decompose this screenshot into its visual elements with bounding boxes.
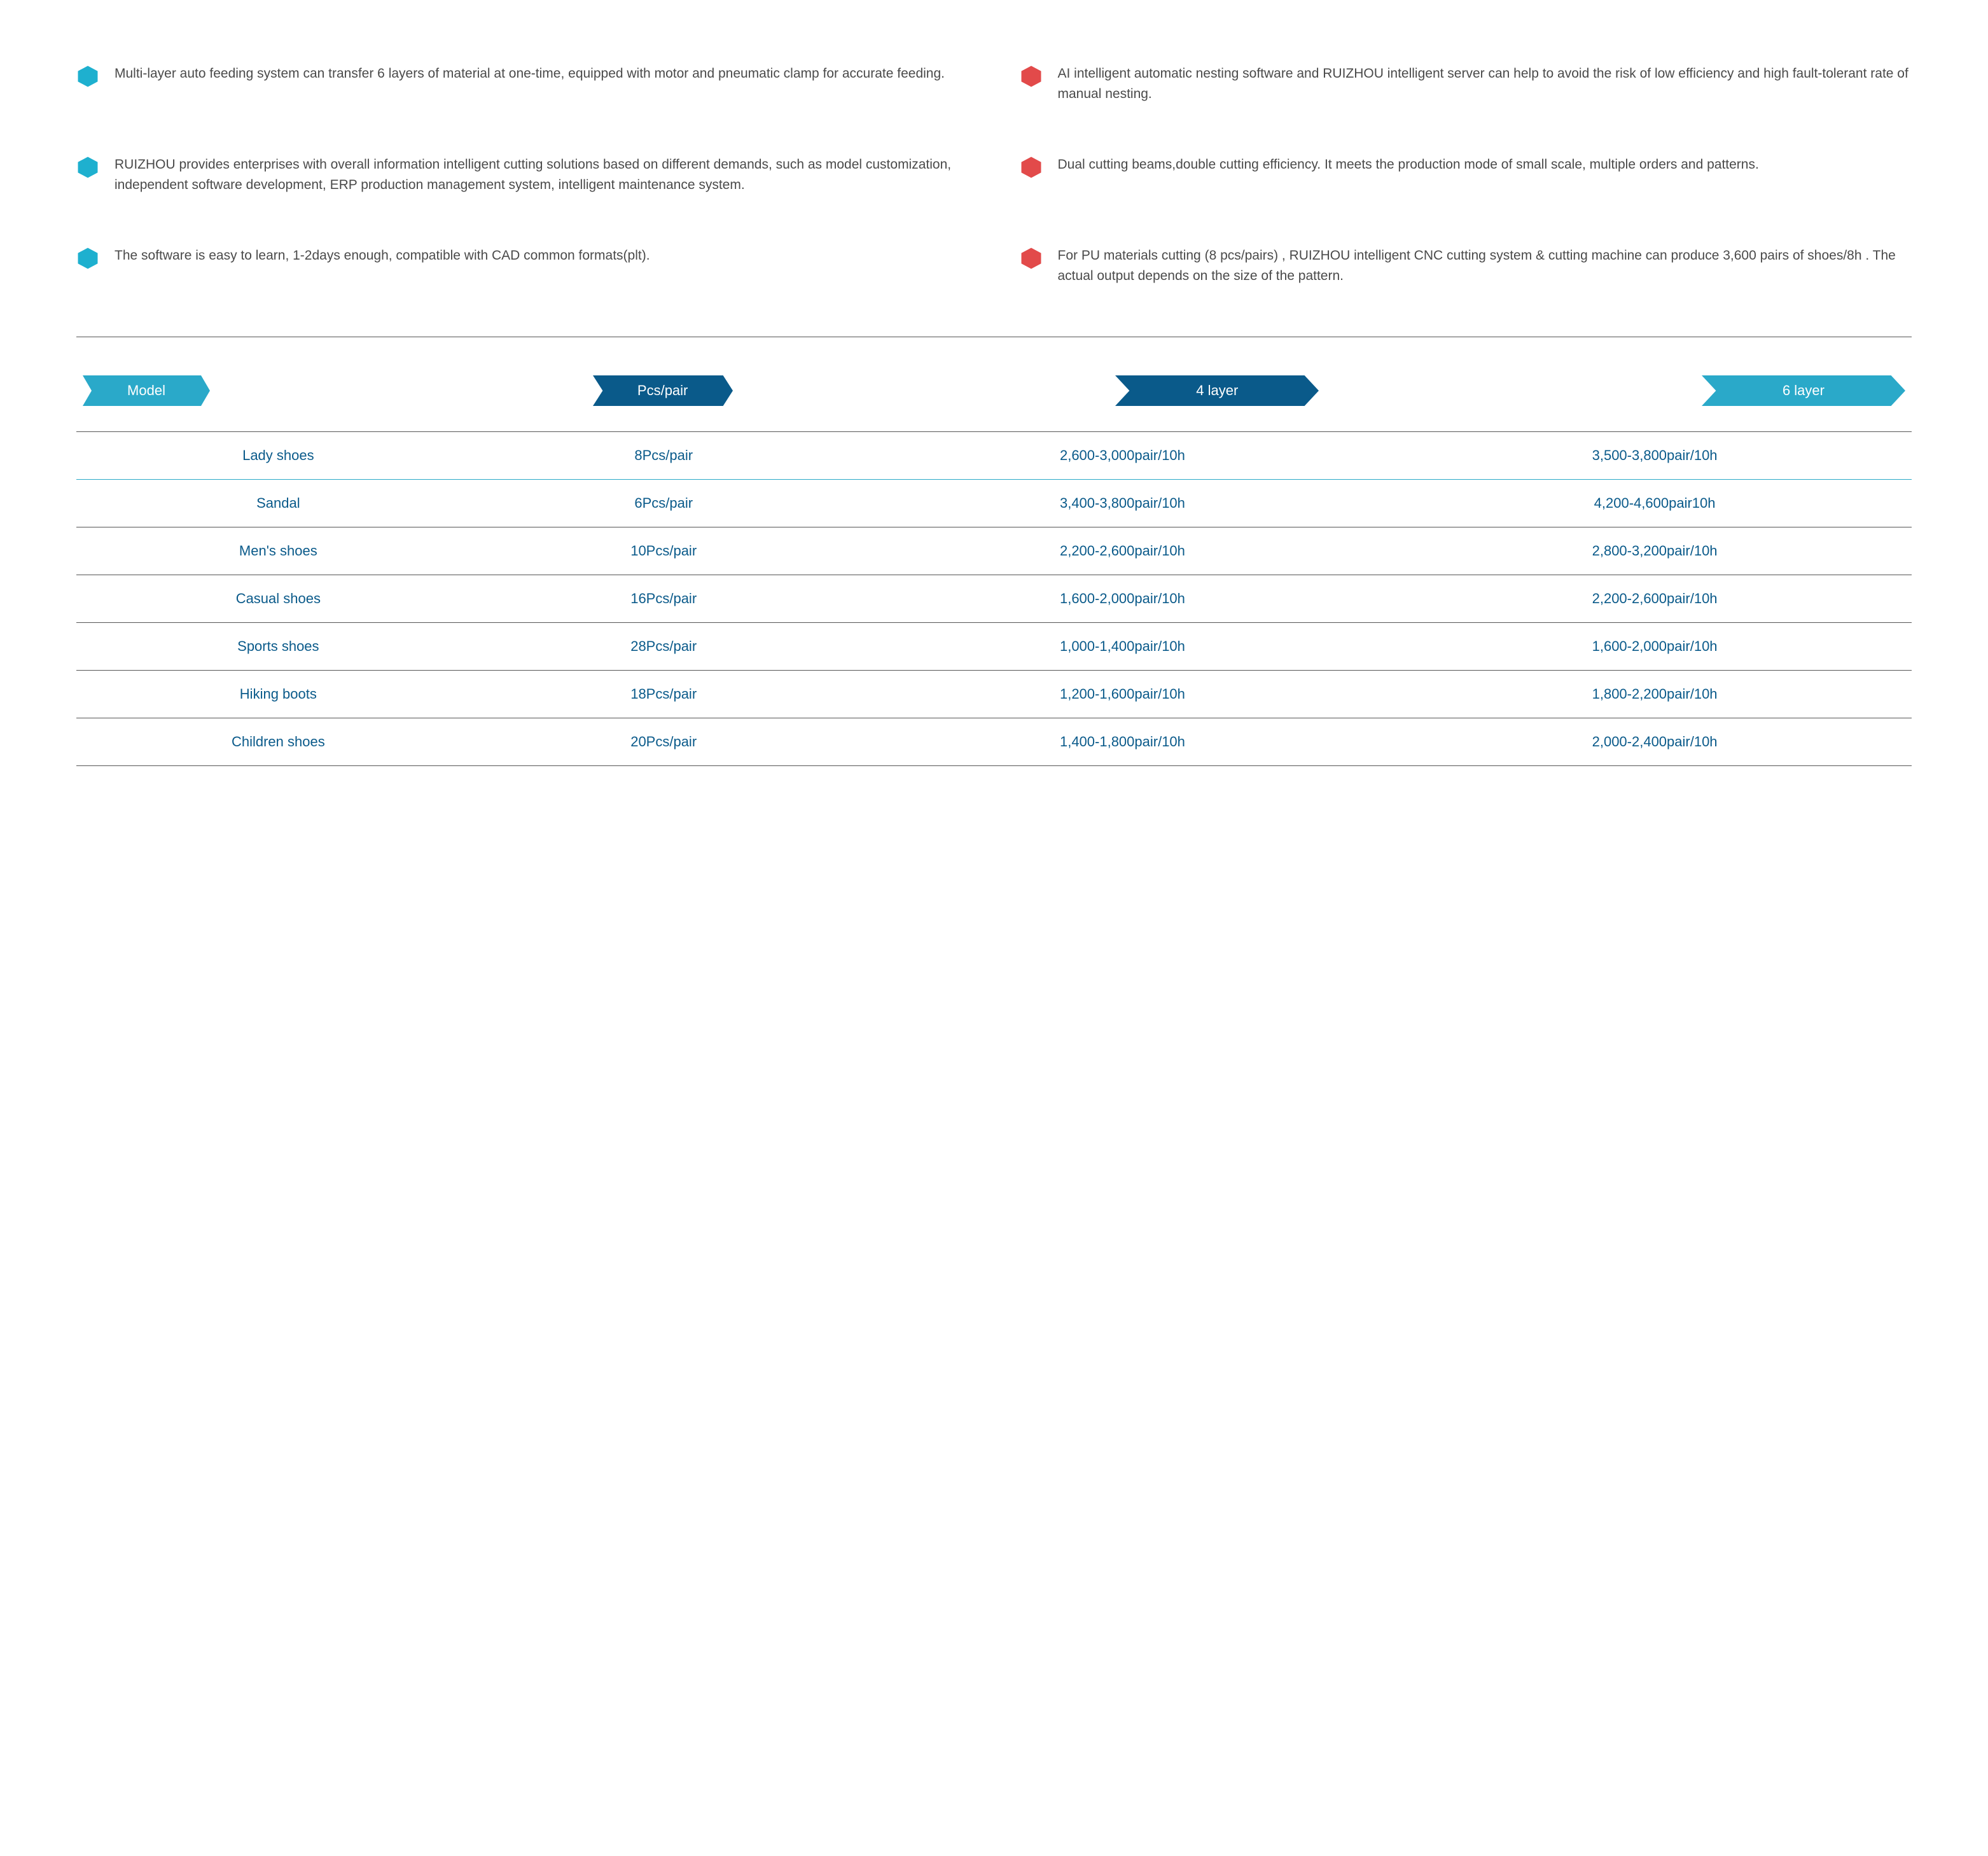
table-cell: 10Pcs/pair xyxy=(480,543,847,559)
table-row: Sports shoes28Pcs/pair1,000-1,400pair/10… xyxy=(76,623,1912,671)
table-header-chip: Model xyxy=(83,375,210,406)
feature-item: Multi-layer auto feeding system can tran… xyxy=(76,64,969,104)
features-grid: Multi-layer auto feeding system can tran… xyxy=(76,64,1912,286)
table-cell: 16Pcs/pair xyxy=(480,590,847,607)
table-cell: 3,500-3,800pair/10h xyxy=(1398,447,1912,464)
table-cell: 1,400-1,800pair/10h xyxy=(847,734,1398,750)
table-cell: 1,600-2,000pair/10h xyxy=(847,590,1398,607)
table-cell: 3,400-3,800pair/10h xyxy=(847,495,1398,512)
table-header-chip: 6 layer xyxy=(1702,375,1905,406)
table-cell: 6Pcs/pair xyxy=(480,495,847,512)
feature-item: The software is easy to learn, 1-2days e… xyxy=(76,246,969,286)
feature-text: Multi-layer auto feeding system can tran… xyxy=(115,64,945,84)
table-row: Sandal6Pcs/pair3,400-3,800pair/10h4,200-… xyxy=(76,480,1912,527)
table-cell: 2,200-2,600pair/10h xyxy=(1398,590,1912,607)
table-header-chip: Pcs/pair xyxy=(593,375,733,406)
table-cell: 2,600-3,000pair/10h xyxy=(847,447,1398,464)
feature-item: Dual cutting beams,double cutting effici… xyxy=(1020,155,1912,195)
table-cell: 1,200-1,600pair/10h xyxy=(847,686,1398,702)
table-header-row: Model Pcs/pair 4 layer 6 layer xyxy=(76,375,1912,406)
table-header-label: Pcs/pair xyxy=(637,382,688,399)
feature-item: RUIZHOU provides enterprises with overal… xyxy=(76,155,969,195)
table-cell: 2,800-3,200pair/10h xyxy=(1398,543,1912,559)
feature-text: AI intelligent automatic nesting softwar… xyxy=(1058,64,1912,104)
table-row: Men's shoes10Pcs/pair2,200-2,600pair/10h… xyxy=(76,527,1912,575)
feature-item: For PU materials cutting (8 pcs/pairs) ,… xyxy=(1020,246,1912,286)
table-cell: 18Pcs/pair xyxy=(480,686,847,702)
table-row: Children shoes20Pcs/pair1,400-1,800pair/… xyxy=(76,718,1912,766)
hexagon-icon xyxy=(76,65,99,88)
hexagon-icon xyxy=(1020,247,1043,270)
hexagon-icon xyxy=(1020,65,1043,88)
feature-text: RUIZHOU provides enterprises with overal… xyxy=(115,155,969,195)
feature-item: AI intelligent automatic nesting softwar… xyxy=(1020,64,1912,104)
table-header-chip: 4 layer xyxy=(1115,375,1319,406)
table-header-label: 4 layer xyxy=(1196,382,1238,399)
hexagon-icon xyxy=(1020,156,1043,179)
table-cell: Sports shoes xyxy=(76,638,480,655)
table-body: Lady shoes8Pcs/pair2,600-3,000pair/10h3,… xyxy=(76,431,1912,766)
table-row: Lady shoes8Pcs/pair2,600-3,000pair/10h3,… xyxy=(76,431,1912,480)
table-cell: Children shoes xyxy=(76,734,480,750)
table-cell: 2,000-2,400pair/10h xyxy=(1398,734,1912,750)
table-row: Hiking boots18Pcs/pair1,200-1,600pair/10… xyxy=(76,671,1912,718)
table-header-label: 6 layer xyxy=(1783,382,1825,399)
hexagon-icon xyxy=(76,156,99,179)
table-row: Casual shoes16Pcs/pair1,600-2,000pair/10… xyxy=(76,575,1912,623)
table-cell: 1,800-2,200pair/10h xyxy=(1398,686,1912,702)
table-cell: 20Pcs/pair xyxy=(480,734,847,750)
table-cell: Hiking boots xyxy=(76,686,480,702)
table-cell: 8Pcs/pair xyxy=(480,447,847,464)
table-cell: 4,200-4,600pair10h xyxy=(1398,495,1912,512)
table-cell: Lady shoes xyxy=(76,447,480,464)
feature-text: Dual cutting beams,double cutting effici… xyxy=(1058,155,1759,175)
table-cell: Casual shoes xyxy=(76,590,480,607)
table-cell: Sandal xyxy=(76,495,480,512)
feature-text: For PU materials cutting (8 pcs/pairs) ,… xyxy=(1058,246,1912,286)
table-header-label: Model xyxy=(127,382,165,399)
hexagon-icon xyxy=(76,247,99,270)
table-cell: 28Pcs/pair xyxy=(480,638,847,655)
table-cell: 2,200-2,600pair/10h xyxy=(847,543,1398,559)
production-table: Model Pcs/pair 4 layer 6 layer Lady shoes8P… xyxy=(76,375,1912,766)
table-cell: Men's shoes xyxy=(76,543,480,559)
feature-text: The software is easy to learn, 1-2days e… xyxy=(115,246,650,266)
table-cell: 1,600-2,000pair/10h xyxy=(1398,638,1912,655)
table-cell: 1,000-1,400pair/10h xyxy=(847,638,1398,655)
